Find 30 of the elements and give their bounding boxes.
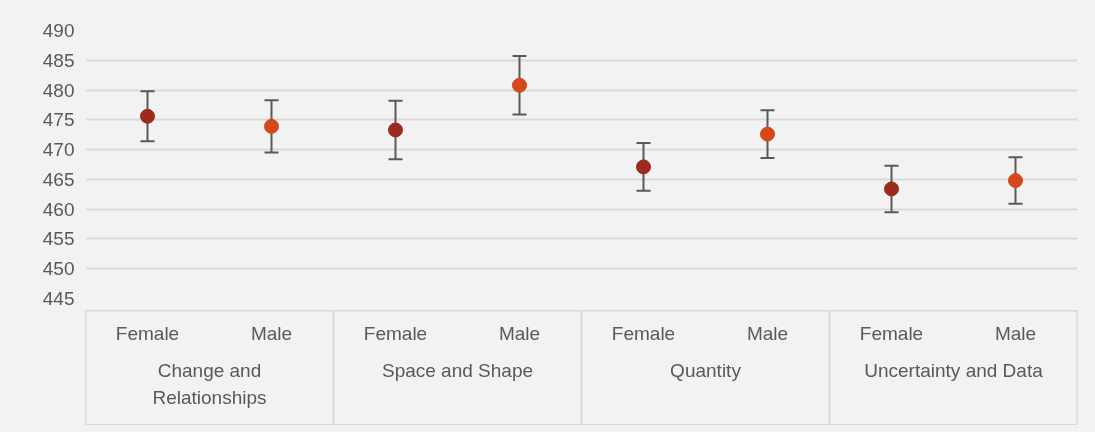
y-tick-label: 465 [42, 168, 75, 190]
x-tick-label: Male [994, 322, 1037, 344]
text: Change and Relationships [152, 359, 267, 408]
point [512, 77, 527, 93]
x-tick-label: Male [746, 322, 789, 344]
text: Uncertainty and Data [864, 359, 1044, 381]
x-tick-label: Female [859, 322, 924, 344]
y-tick-label: 450 [42, 258, 75, 280]
y-tick-label: 490 [42, 20, 75, 41]
point [636, 159, 651, 175]
text: Quantity [670, 359, 742, 381]
y-tick-label: 445 [42, 288, 75, 309]
point [760, 126, 775, 142]
y-tick-label: 455 [42, 228, 75, 250]
x-tick-label: Male [498, 322, 541, 344]
y-tick-label: 480 [42, 79, 75, 101]
point [264, 118, 279, 134]
y-tick-label: 460 [42, 198, 75, 220]
y-tick-label: 475 [42, 109, 75, 131]
x-tick-label: Female [363, 322, 428, 344]
point [1008, 173, 1023, 189]
point [388, 122, 403, 138]
point [140, 108, 155, 124]
x-tick-label: Female [611, 322, 676, 344]
point [884, 181, 899, 197]
y-tick-label: 485 [42, 49, 75, 71]
text: Space and Shape [381, 359, 534, 381]
y-tick-label: 470 [42, 139, 75, 161]
x-tick-label: Male [250, 322, 293, 344]
x-tick-label: Female [115, 322, 180, 344]
